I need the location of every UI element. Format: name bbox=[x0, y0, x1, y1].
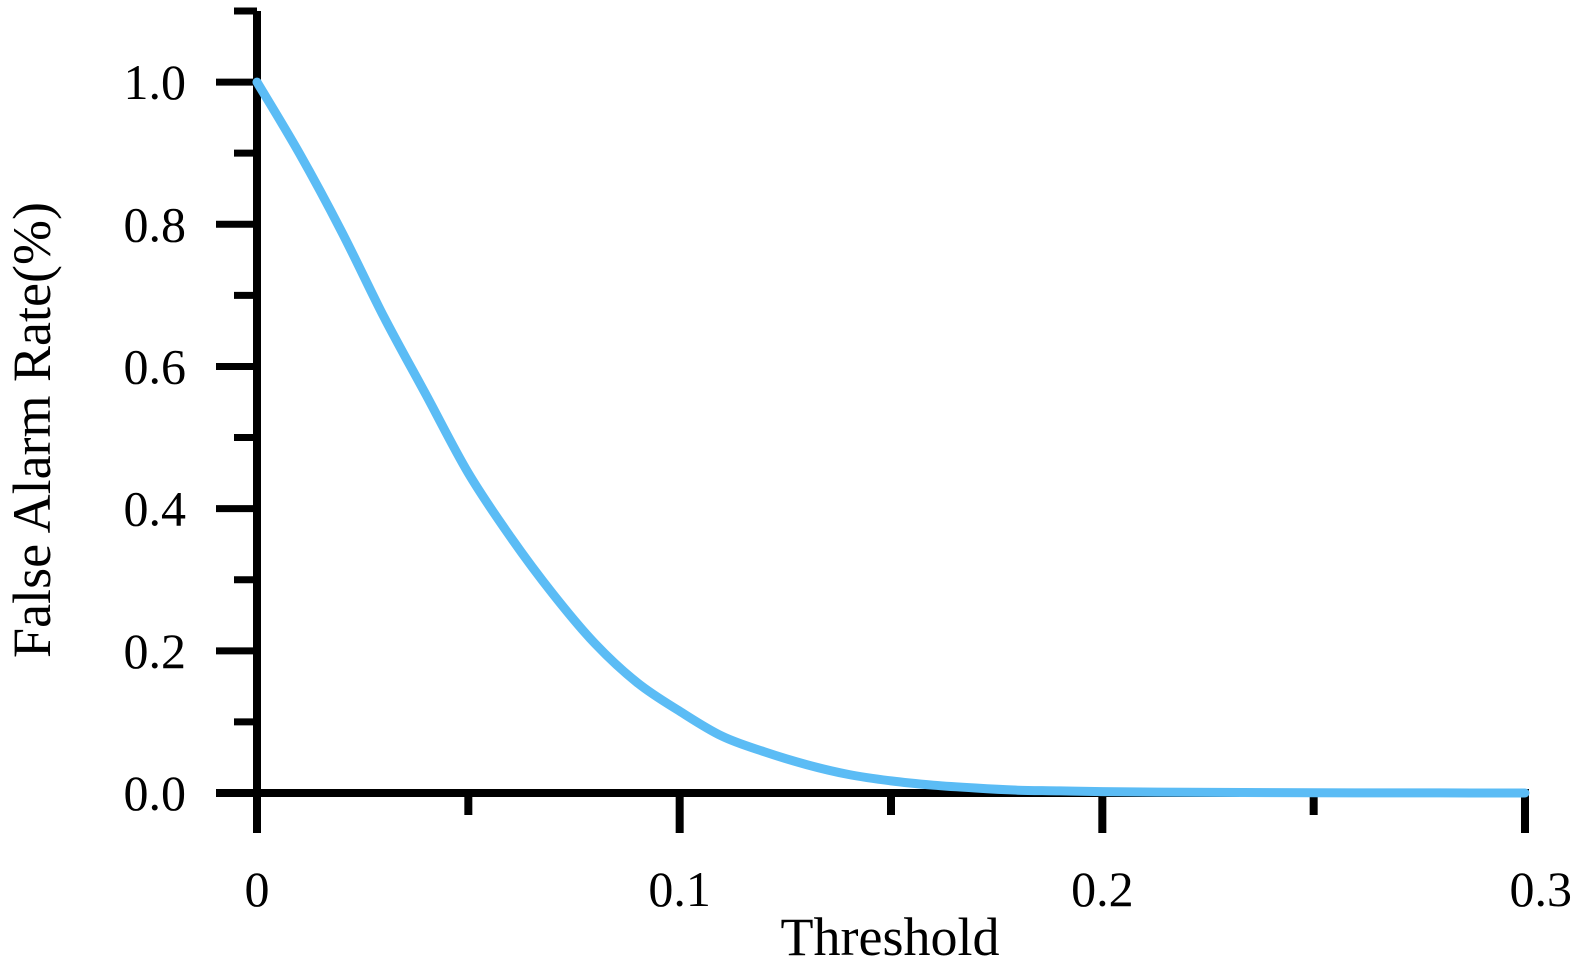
ticks bbox=[216, 7, 1529, 833]
tick-labels: 0.0 0.2 0.4 0.6 0.8 1.0 0 0.1 0.2 0.3 bbox=[124, 54, 1573, 917]
x-tick-label: 0.1 bbox=[648, 861, 711, 917]
x-tick-label: 0.3 bbox=[1510, 861, 1573, 917]
y-tick-label: 0.8 bbox=[124, 196, 187, 252]
y-tick-label: 0.0 bbox=[124, 765, 187, 821]
series-layer bbox=[252, 77, 1530, 798]
y-axis-title: False Alarm Rate(%) bbox=[2, 202, 62, 658]
x-axis-title: Threshold bbox=[781, 907, 1000, 967]
y-tick-label: 0.2 bbox=[124, 623, 187, 679]
y-tick-label: 0.4 bbox=[124, 481, 187, 537]
axes bbox=[216, 11, 1529, 833]
y-tick-label: 1.0 bbox=[124, 54, 187, 110]
x-tick-label: 0 bbox=[245, 861, 270, 917]
x-tick-label: 0.2 bbox=[1071, 861, 1134, 917]
y-tick-label: 0.6 bbox=[124, 338, 187, 394]
series-line bbox=[252, 77, 1530, 798]
